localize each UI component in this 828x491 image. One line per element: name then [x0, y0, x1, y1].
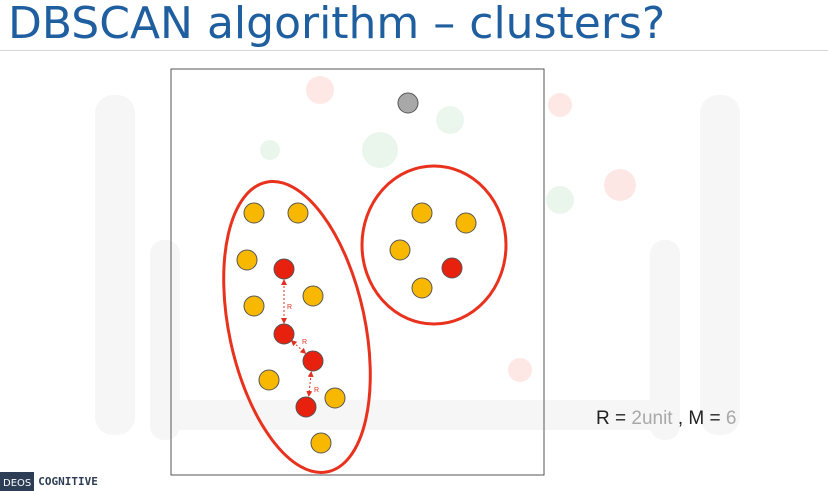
radius-links: R R R — [281, 279, 319, 397]
border-point — [324, 387, 346, 409]
radius-label: R — [287, 304, 292, 311]
plot-frame — [170, 68, 545, 476]
border-point — [243, 295, 265, 317]
core-point — [273, 323, 295, 345]
cluster-outline-1 — [222, 180, 372, 474]
slide-title: DBSCAN algorithm – clusters? — [8, 0, 666, 49]
border-point — [243, 202, 265, 224]
radius-label: R — [302, 339, 307, 346]
border-point — [455, 212, 477, 234]
border-point — [287, 202, 309, 224]
border-point — [302, 285, 324, 307]
border-point — [411, 277, 433, 299]
param-m-value: 6 — [725, 408, 737, 429]
cluster-outlines — [222, 164, 508, 474]
radius-arrow — [290, 339, 307, 355]
core-point — [302, 350, 324, 372]
cognitive-class-logo: DEOS COGNITIVE — [0, 472, 98, 491]
brand-text: COGNITIVE — [38, 475, 98, 488]
core-point — [295, 396, 317, 418]
data-points — [236, 92, 477, 454]
parameters-label: R = 2unit , M = 6 — [596, 408, 736, 430]
cluster-outline-2 — [360, 164, 508, 326]
core-point — [273, 258, 295, 280]
param-r-label: R = — [596, 408, 632, 429]
param-r-value: 2unit — [631, 408, 673, 429]
videos-badge: DEOS — [0, 472, 35, 491]
noise-point — [397, 92, 419, 114]
border-point — [258, 369, 280, 391]
border-point — [389, 239, 411, 261]
border-point — [236, 249, 258, 271]
title-divider — [0, 50, 828, 51]
core-point — [441, 257, 463, 279]
param-separator: , M = — [672, 408, 726, 429]
radius-arrow — [306, 371, 314, 397]
radius-label: R — [314, 387, 319, 394]
border-point — [411, 202, 433, 224]
border-point — [310, 432, 332, 454]
